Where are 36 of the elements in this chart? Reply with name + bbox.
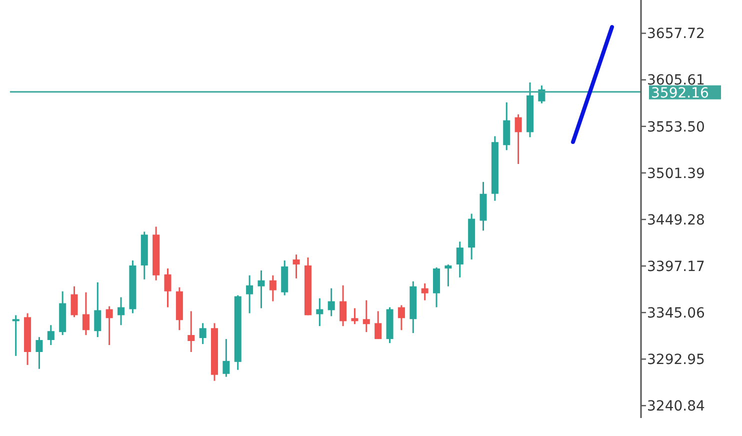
candlestick	[118, 296, 125, 326]
candlestick	[374, 310, 382, 340]
candlestick	[444, 264, 452, 288]
candlestick	[258, 270, 265, 309]
y-tick-label: 3501.39	[647, 166, 705, 182]
y-tick-label: 3397.17	[647, 258, 705, 275]
y-tick-label: 3657.72	[647, 26, 705, 42]
candlestick	[292, 254, 300, 280]
candlestick	[316, 298, 324, 327]
candlestick	[188, 310, 195, 353]
candlestick	[199, 322, 206, 345]
candlestick	[340, 284, 347, 327]
candlestick	[94, 282, 102, 338]
candlestick	[12, 314, 20, 357]
candlestick	[398, 304, 405, 331]
candlestick	[362, 300, 370, 333]
y-tick-label: 3240.84	[647, 398, 705, 415]
y-tick-label: 3345.06	[647, 305, 705, 322]
candlestick	[514, 114, 522, 165]
ref-line-label: 3592.16	[651, 85, 709, 102]
candlestick	[47, 324, 54, 346]
candlestick	[106, 306, 113, 346]
candlestick	[222, 338, 230, 378]
y-tick-label: 3449.28	[647, 212, 705, 228]
candlestick	[328, 288, 335, 317]
candlestick	[36, 336, 43, 370]
candlestick	[82, 292, 90, 336]
candlestick	[246, 274, 254, 314]
candlestick	[70, 286, 78, 318]
y-tick-label: 3292.95	[647, 352, 705, 368]
candlestick	[456, 240, 464, 278]
candlestick	[421, 282, 428, 302]
candlestick	[269, 274, 276, 302]
candlestick	[164, 268, 172, 308]
y-tick-label: 3553.50	[647, 119, 705, 136]
candlestick	[351, 307, 358, 325]
